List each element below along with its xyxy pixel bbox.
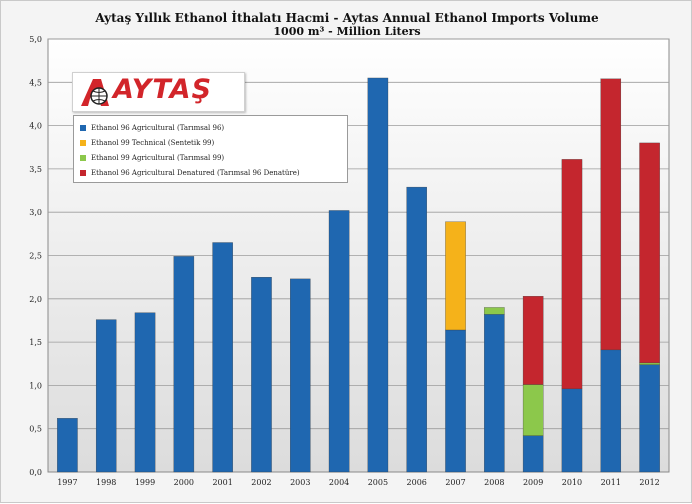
chart-legend: Ethanol 96 Agricultural (Tarımsal 96) Eth… bbox=[73, 115, 348, 183]
aytas-logo-icon bbox=[81, 79, 109, 106]
bar-segment bbox=[522, 384, 544, 436]
y-tick-label: 4,5 bbox=[29, 78, 42, 87]
bar-segment bbox=[600, 78, 622, 351]
legend-swatch bbox=[80, 124, 86, 131]
bar-segment bbox=[445, 221, 466, 331]
bar-segment bbox=[561, 388, 583, 473]
chart-title-block: Aytaş Yıllık Ethanol İthalatı Hacmi - Ay… bbox=[1, 11, 692, 39]
logo-brand-text: AYTAŞ bbox=[113, 74, 213, 105]
legend-label: Ethanol 96 Agricultural (Tarımsal 96) bbox=[91, 123, 225, 132]
x-tick-label: 2001 bbox=[212, 478, 232, 487]
x-tick-label: 2004 bbox=[329, 478, 349, 487]
bar-segment bbox=[406, 186, 427, 473]
x-tick-label: 2012 bbox=[639, 478, 659, 487]
legend-label: Ethanol 99 Technical (Sentetik 99) bbox=[91, 138, 215, 147]
bar-segment bbox=[328, 210, 350, 473]
y-tick-label: 0,0 bbox=[29, 468, 42, 477]
x-tick-label: 2005 bbox=[368, 478, 388, 487]
y-tick-label: 0,5 bbox=[29, 425, 42, 434]
x-tick-label: 2010 bbox=[562, 478, 582, 487]
legend-item: Ethanol 96 Agricultural (Tarımsal 96) bbox=[80, 120, 341, 135]
bar-segment bbox=[212, 242, 233, 473]
bar-segment bbox=[445, 329, 466, 473]
chart-subtitle: 1000 m³ - Million Liters bbox=[273, 25, 421, 38]
y-tick-label: 2,0 bbox=[29, 295, 42, 304]
x-tick-label: 2000 bbox=[174, 478, 194, 487]
y-tick-label: 4,0 bbox=[29, 122, 42, 131]
legend-label: Ethanol 96 Agricultural Denatured (Tarım… bbox=[91, 168, 300, 177]
bar-segment bbox=[639, 142, 660, 364]
legend-swatch bbox=[80, 139, 86, 146]
x-tick-label: 2006 bbox=[407, 478, 427, 487]
bar-segment bbox=[639, 362, 660, 365]
bar-segment bbox=[600, 349, 622, 473]
bar-segment bbox=[251, 276, 272, 473]
legend-item: Ethanol 99 Agricultural (Tarımsal 99) bbox=[80, 150, 341, 165]
y-tick-label: 3,5 bbox=[29, 165, 42, 174]
bar-segment bbox=[639, 364, 660, 473]
bar-segment bbox=[367, 77, 389, 473]
legend-label: Ethanol 99 Agricultural (Tarımsal 99) bbox=[91, 153, 225, 162]
bar-segment bbox=[134, 312, 156, 473]
bar-segment bbox=[561, 159, 583, 390]
legend-swatch bbox=[80, 154, 86, 161]
x-tick-label: 2003 bbox=[290, 478, 310, 487]
legend-item: Ethanol 96 Agricultural Denatured (Tarım… bbox=[80, 165, 341, 180]
legend-item: Ethanol 99 Technical (Sentetik 99) bbox=[80, 135, 341, 150]
y-tick-label: 1,0 bbox=[29, 381, 42, 390]
bar-segment bbox=[95, 319, 117, 473]
bar-segment bbox=[522, 296, 544, 385]
x-tick-label: 2009 bbox=[523, 478, 543, 487]
bar-segment bbox=[484, 307, 505, 315]
bar-segment bbox=[484, 314, 505, 473]
bar-segment bbox=[57, 418, 78, 473]
y-tick-label: 1,5 bbox=[29, 338, 42, 347]
x-tick-label: 1997 bbox=[57, 478, 77, 487]
x-tick-label: 2007 bbox=[445, 478, 465, 487]
chart-title: Aytaş Yıllık Ethanol İthalatı Hacmi - Ay… bbox=[95, 11, 599, 25]
x-tick-label: 1998 bbox=[96, 478, 116, 487]
y-tick-label: 2,5 bbox=[29, 252, 42, 261]
x-tick-label: 1999 bbox=[135, 478, 155, 487]
x-tick-label: 2008 bbox=[484, 478, 504, 487]
aytas-logo: AYTAŞ bbox=[72, 72, 245, 112]
bar-segment bbox=[522, 435, 544, 473]
x-tick-label: 2002 bbox=[251, 478, 271, 487]
bar-segment bbox=[290, 278, 311, 473]
x-tick-label: 2011 bbox=[601, 478, 621, 487]
y-tick-label: 3,0 bbox=[29, 208, 42, 217]
legend-swatch bbox=[80, 169, 86, 176]
bar-segment bbox=[173, 256, 195, 473]
y-tick-label: 5,0 bbox=[29, 35, 42, 44]
